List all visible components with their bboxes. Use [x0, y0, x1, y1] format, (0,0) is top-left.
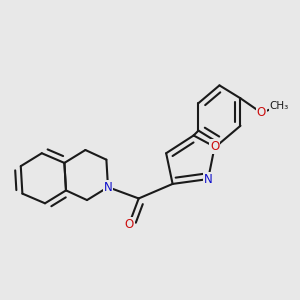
Text: O: O — [257, 106, 266, 119]
Text: N: N — [103, 181, 112, 194]
Text: N: N — [204, 172, 212, 186]
Text: CH₃: CH₃ — [270, 101, 289, 111]
Text: O: O — [210, 140, 219, 153]
Text: O: O — [124, 218, 134, 231]
